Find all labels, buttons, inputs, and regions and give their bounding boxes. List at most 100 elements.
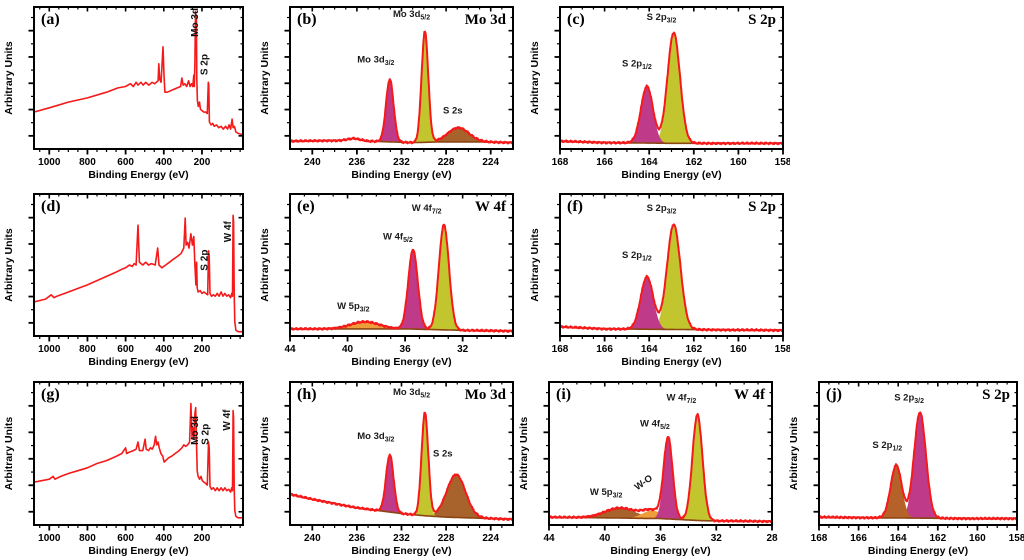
peak-label: S 2p3/2	[647, 203, 677, 216]
envelope-curve	[290, 223, 513, 333]
x-axis-label: Binding Energy (eV)	[88, 356, 188, 368]
x-axis-label: Binding Energy (eV)	[610, 545, 710, 557]
x-tick-label: 160	[730, 157, 747, 168]
axes-frame	[289, 6, 514, 150]
panel-title: S 2p	[748, 12, 776, 28]
x-tick-label: 36	[655, 533, 667, 544]
x-axis-label: Binding Energy (eV)	[88, 545, 188, 557]
panel-letter: (f)	[567, 198, 583, 215]
x-tick-label: 600	[117, 344, 134, 355]
x-tick-label: 400	[155, 157, 172, 168]
x-tick-label: 200	[194, 533, 211, 544]
x-tick-label: 224	[482, 157, 499, 168]
panel-a-plot-area	[34, 10, 243, 136]
x-tick-label: 232	[393, 157, 410, 168]
panel-j: 168 166 164 162 160 158 Binding Energy (eV) Arb…	[787, 377, 1024, 558]
peak-label: W-O	[633, 473, 655, 493]
panel-f-plot-area	[560, 223, 783, 333]
panel-j-plot-area	[819, 411, 1017, 521]
x-tick-label: 228	[438, 533, 455, 544]
peak-fill	[819, 412, 1017, 519]
peak-label: S 2p1/2	[622, 250, 652, 263]
y-axis-label: Arbitrary Units	[529, 228, 541, 302]
y-axis-label: Arbitrary Units	[518, 417, 530, 491]
x-tick-label: 168	[552, 157, 569, 168]
survey-peak-annotation: Mo 3d	[190, 416, 201, 445]
peak-fill	[290, 79, 513, 143]
x-tick-label: 200	[194, 344, 211, 355]
panel-d-svg: 1000 800 600 400 200 Binding Energy (eV) Arbit…	[3, 193, 244, 368]
envelope-curve	[560, 223, 783, 333]
panel-a: 1000 800 600 400 200 Binding Energy (eV) Arbit…	[2, 2, 250, 182]
panel-c-svg: 168 166 164 162 160 158 Binding Energy (eV) Arb…	[529, 6, 792, 181]
peak-label: Mo 3d3/2	[357, 431, 394, 444]
y-axis-label: Arbitrary Units	[259, 41, 271, 115]
panel-b-plot-area	[290, 30, 513, 145]
peak-label: W 4f5/2	[640, 418, 670, 431]
survey-peak-annotation: S 2p	[199, 250, 210, 271]
peak-label: S 2p1/2	[622, 59, 652, 72]
x-tick-label: 240	[304, 533, 321, 544]
x-tick-label: 236	[349, 157, 366, 168]
panel-letter: (i)	[556, 386, 571, 403]
x-axis-label: Binding Energy (eV)	[621, 169, 721, 181]
x-tick-label: 166	[850, 533, 867, 544]
x-tick-label: 158	[1009, 533, 1024, 544]
peak-fill	[290, 31, 513, 143]
panel-letter: (e)	[297, 198, 315, 215]
x-tick-label: 1000	[38, 533, 61, 544]
y-axis-label: Arbitrary Units	[3, 417, 15, 491]
panel-letter: (a)	[41, 11, 60, 28]
x-tick-label: 40	[599, 533, 611, 544]
panel-title: S 2p	[748, 199, 776, 215]
panel-j-svg: 168 166 164 162 160 158 Binding Energy (eV) Arb…	[788, 381, 1024, 557]
x-tick-label: 800	[79, 157, 96, 168]
peak-label: S 2p3/2	[894, 393, 924, 406]
x-tick-label: 162	[929, 533, 946, 544]
x-tick-label: 168	[552, 344, 569, 355]
x-tick-label: 164	[641, 157, 658, 168]
panel-f-svg: 168 166 164 162 160 158 Binding Energy (eV) Arb…	[529, 193, 792, 368]
peak-label: W 4f5/2	[383, 231, 413, 244]
panel-f: 168 166 164 162 160 158 Binding Energy (eV) Arb…	[528, 189, 792, 369]
panel-c: 168 166 164 162 160 158 Binding Energy (eV) Arb…	[528, 2, 792, 182]
panel-g-svg: 1000 800 600 400 200 Binding Energy (eV) Arbit…	[3, 381, 244, 557]
x-tick-label: 162	[685, 157, 702, 168]
x-tick-label: 240	[304, 157, 321, 168]
x-tick-label: 164	[890, 533, 907, 544]
peak-fill	[560, 32, 783, 144]
x-tick-label: 160	[969, 533, 986, 544]
envelope-curve	[290, 30, 513, 145]
panel-b: 240 236 232 228 224 Binding Energy (eV) Arbitr…	[258, 2, 520, 182]
panel-g: 1000 800 600 400 200 Binding Energy (eV) Arbit…	[2, 377, 250, 558]
x-tick-label: 168	[811, 533, 828, 544]
x-axis-label: Binding Energy (eV)	[621, 356, 721, 368]
x-tick-label: 28	[766, 533, 778, 544]
x-tick-label: 1000	[38, 157, 61, 168]
axes-frame	[289, 193, 514, 337]
survey-curve	[34, 402, 243, 519]
axes-frame	[289, 381, 514, 526]
x-axis-label: Binding Energy (eV)	[351, 356, 451, 368]
panel-title: Mo 3d	[465, 387, 507, 403]
y-axis-label: Arbitrary Units	[259, 417, 271, 491]
x-tick-label: 162	[685, 344, 702, 355]
peak-label: Mo 3d3/2	[357, 54, 394, 67]
peak-label: S 2p1/2	[872, 440, 902, 453]
x-tick-label: 600	[117, 157, 134, 168]
panel-e-plot-area	[290, 223, 513, 333]
envelope-curve	[560, 31, 783, 146]
envelope-curve	[819, 411, 1017, 521]
axes-frame	[33, 381, 244, 526]
panel-letter: (h)	[297, 386, 317, 403]
y-axis-label: Arbitrary Units	[259, 228, 271, 302]
x-tick-label: 400	[155, 344, 172, 355]
x-axis-label: Binding Energy (eV)	[351, 169, 451, 181]
panel-h: 240 236 232 228 224 Binding Energy (eV) Arbitr…	[258, 377, 520, 558]
envelope-curve	[549, 412, 772, 524]
x-tick-label: 800	[79, 533, 96, 544]
panel-title: S 2p	[982, 387, 1010, 403]
panel-i-svg: 44 40 36 32 28 Binding Energy (eV) Arbitrary U…	[518, 381, 778, 557]
peak-fill	[560, 224, 783, 331]
